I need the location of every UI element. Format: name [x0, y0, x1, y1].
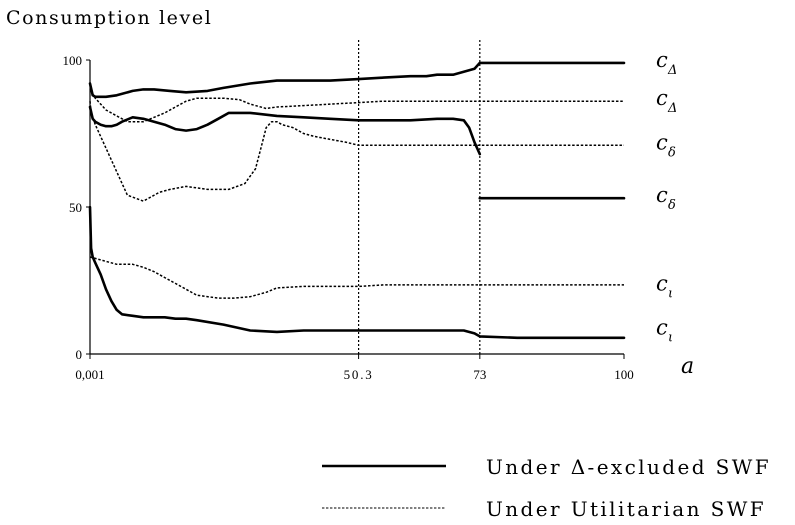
curve-label-sub-2: δ: [668, 145, 676, 160]
y-tick-label-1: 50: [69, 200, 82, 215]
legend: Under Δ-excluded SWF Under Utilitarian S…: [322, 455, 771, 521]
curve-label-sub-1: Δ: [667, 101, 677, 116]
curve-label-sub-3: δ: [668, 198, 676, 213]
y-axis-title: Consumption level: [6, 7, 212, 29]
y-tick-label-2: 100: [63, 53, 83, 68]
x-tick-label-3: 100: [614, 367, 634, 382]
series-lines: [88, 61, 626, 340]
legend-label-solid: Under Δ-excluded SWF: [486, 455, 771, 479]
series-solid-1: [88, 105, 482, 156]
x-tick-label-2: 73: [473, 367, 486, 382]
curve-label-5: c: [656, 315, 668, 339]
curve-label-3: c: [656, 183, 668, 207]
series-dotted-6: [89, 256, 624, 299]
x-tick-label-1: 50.3: [344, 367, 374, 382]
curve-label-0: c: [656, 48, 668, 72]
series-dotted-5: [89, 89, 624, 123]
vertical-reference-lines: [357, 40, 481, 354]
x-axis-variable: a: [681, 354, 694, 379]
x-tick-label-0: 0,001: [75, 367, 104, 382]
y-ticks: 0 50 100: [63, 53, 90, 362]
legend-label-dotted: Under Utilitarian SWF: [486, 497, 766, 521]
series-solid-0: [88, 61, 626, 99]
x-ticks: 0,001 50.3 73 100: [75, 354, 634, 382]
y-tick-label-0: 0: [76, 347, 83, 362]
curve-label-2: c: [656, 130, 668, 154]
curve-label-sub-5: ι: [668, 330, 673, 345]
curve-label-sub-4: ι: [668, 286, 673, 301]
series-dotted-4: [89, 101, 624, 202]
curve-label-4: c: [656, 271, 668, 295]
curve-label-sub-0: Δ: [667, 63, 677, 78]
curve-labels: c Δc Δc δc δc ιc ι: [656, 48, 677, 346]
curve-label-1: c: [656, 86, 668, 110]
series-solid-3: [88, 205, 626, 340]
